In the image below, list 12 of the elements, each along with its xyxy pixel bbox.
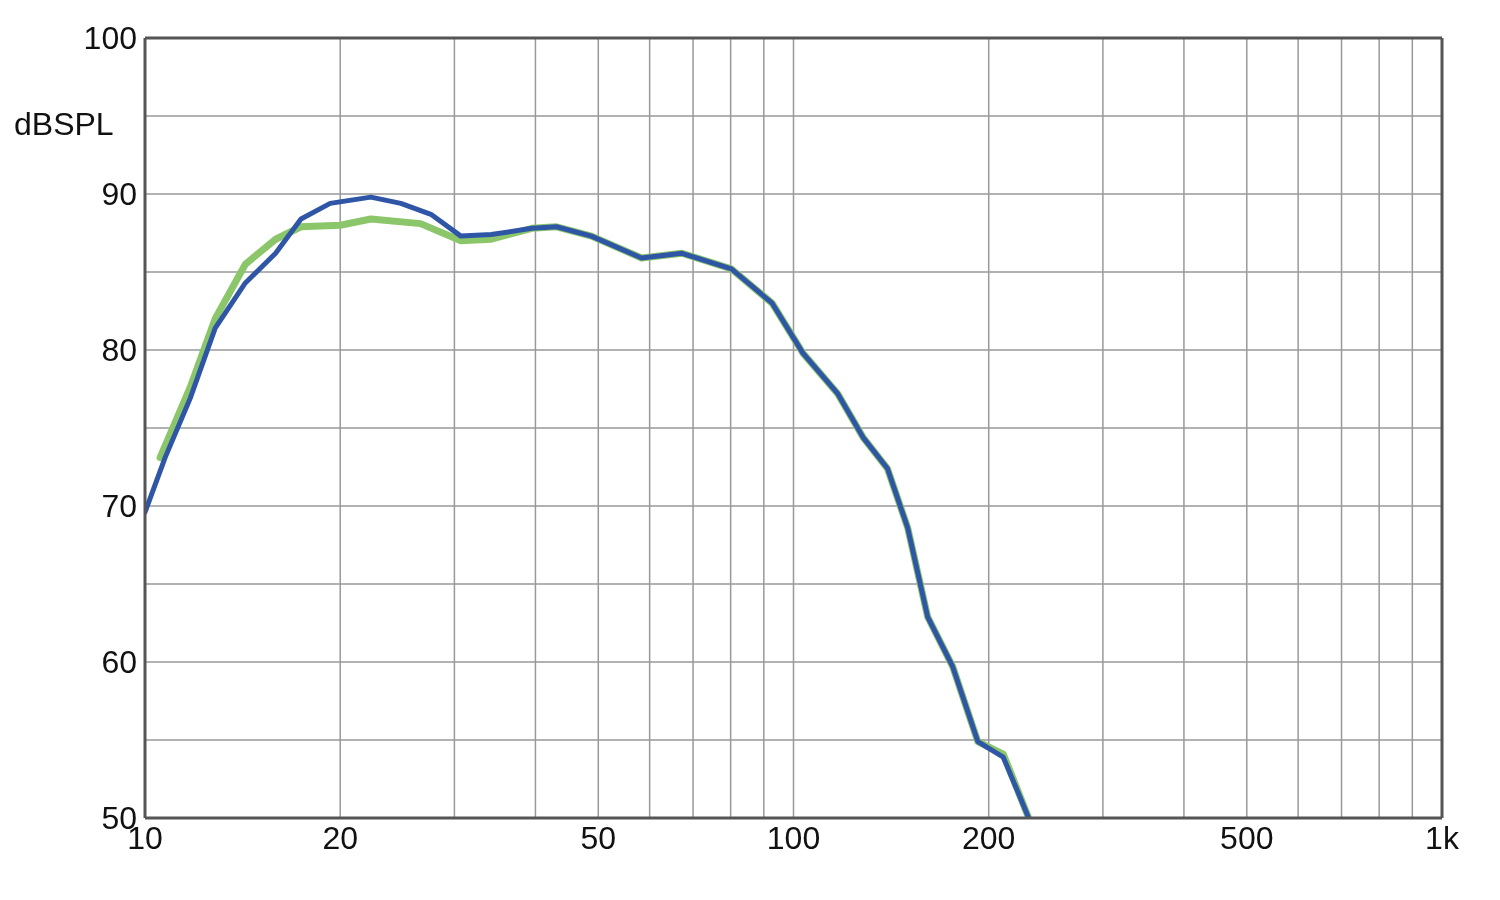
y-tick-label: 90 — [101, 176, 137, 213]
y-tick-label: 80 — [101, 332, 137, 369]
y-tick-label: 100 — [83, 20, 137, 57]
y-axis-title: dBSPL — [14, 106, 114, 143]
x-tick-label: 1k — [1425, 819, 1460, 856]
x-tick-label: 20 — [322, 819, 359, 856]
x-tick-label: 100 — [766, 819, 821, 856]
y-tick-label: 70 — [101, 488, 137, 525]
x-tick-label: 200 — [962, 819, 1016, 856]
y-tick-label: 60 — [101, 644, 137, 681]
x-tick-label: 500 — [1220, 819, 1274, 856]
x-tick-label: 50 — [580, 819, 617, 856]
